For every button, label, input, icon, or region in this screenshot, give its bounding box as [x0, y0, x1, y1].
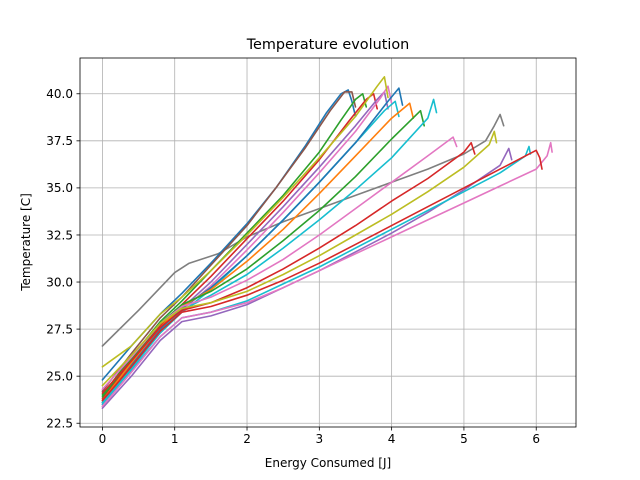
- y-tick-label: 40.0: [46, 87, 73, 101]
- series-line-16: [101, 130, 498, 387]
- series-line-15: [101, 141, 476, 394]
- y-tick-label: 32.5: [46, 228, 73, 242]
- x-tick-label: 0: [99, 432, 107, 446]
- x-tick-label: 2: [243, 432, 251, 446]
- series-line-4: [101, 93, 368, 396]
- y-tick-label: 25.0: [46, 369, 73, 383]
- series-line-1: [101, 113, 505, 347]
- x-tick-label: 6: [532, 432, 540, 446]
- series-line-3: [101, 91, 357, 393]
- x-ticks: 0 1 2 3 4 5 6: [99, 427, 540, 446]
- x-axis-label: Energy Consumed [J]: [265, 456, 391, 470]
- series-line-11: [101, 102, 415, 402]
- series-line-19: [101, 141, 553, 408]
- series-line-14: [101, 136, 458, 391]
- series-group: [101, 76, 553, 410]
- y-ticks: 22.5 25.0 27.5 30.0 32.5 35.0 37.5 40.0: [46, 87, 80, 431]
- x-tick-label: 3: [316, 432, 324, 446]
- y-tick-label: 37.5: [46, 134, 73, 148]
- x-tick-label: 4: [388, 432, 396, 446]
- y-tick-label: 22.5: [46, 417, 73, 431]
- grid: [80, 58, 576, 427]
- series-line-12: [101, 109, 426, 398]
- y-axis-label: Temperature [C]: [19, 193, 33, 292]
- y-tick-label: 30.0: [46, 275, 73, 289]
- x-tick-label: 5: [460, 432, 468, 446]
- y-tick-label: 27.5: [46, 322, 73, 336]
- chart-title: Temperature evolution: [246, 37, 410, 53]
- series-line-8: [101, 76, 389, 368]
- series-line-10: [101, 87, 404, 404]
- series-line-20: [101, 149, 543, 402]
- x-tick-label: 1: [171, 432, 179, 446]
- plot-frame: [79, 57, 577, 428]
- y-tick-label: 35.0: [46, 181, 73, 195]
